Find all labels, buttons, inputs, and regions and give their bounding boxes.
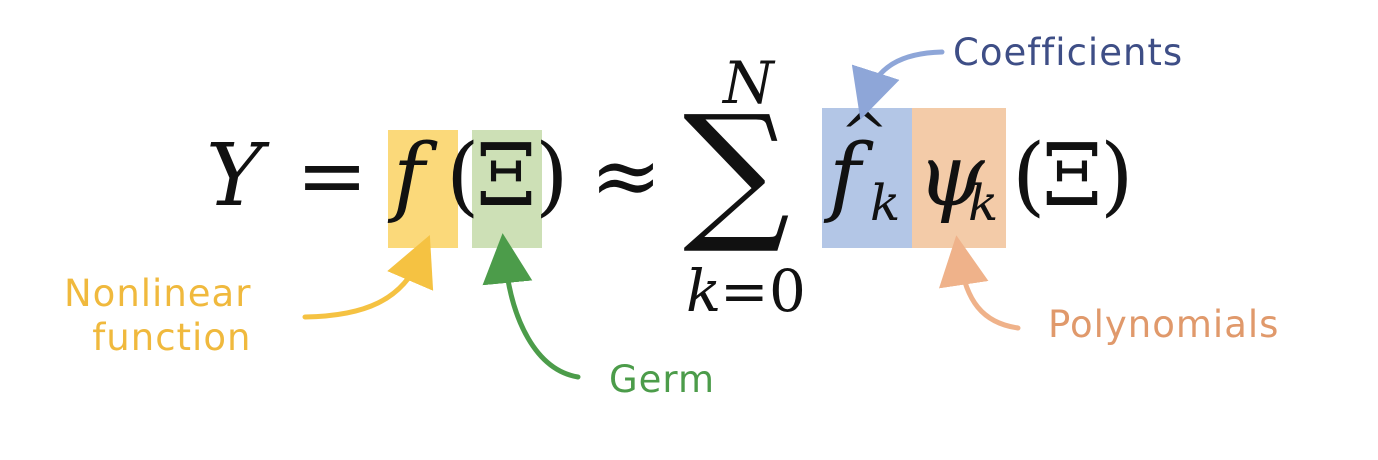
approx-sign: ≈ [590,126,663,226]
sum-lower-variable: k [686,257,722,325]
germ-arrow [482,233,581,380]
germ-symbol: Ξ [476,126,537,226]
polynomial-argument: Ξ [1042,126,1103,226]
polynomials-highlight [912,108,1006,248]
polynomial-close-paren: ) [1100,126,1134,226]
coefficient-subscript: k [870,174,901,232]
coefficient-symbol: f [829,126,861,226]
function-symbol: f [393,126,425,226]
open-paren: ( [446,126,480,226]
nonlinear-arrow [302,235,434,320]
sum-lower-value: 0 [769,257,806,325]
polynomial-open-paren: ( [1012,126,1046,226]
nonlinear-function-label: Nonlinear function [64,272,252,360]
coefficients-label: Coefficients [953,31,1184,74]
germ-label: Germ [609,358,716,401]
coefficients-highlight [822,108,912,248]
sum-upper-limit: N [723,49,774,117]
nonlinear-function-highlight [388,130,458,248]
sum-lower-equals: = [720,257,769,325]
lhs-variable: Y [206,126,263,226]
polynomials-label: Polynomials [1048,303,1280,346]
polynomial-symbol: ψ [917,126,985,226]
germ-highlight [472,130,542,248]
equals-sign: = [296,126,369,226]
close-paren: ) [535,126,569,226]
summation-symbol: ∑ [683,84,791,258]
polynomial-subscript: k [968,174,999,232]
polynomials-arrow [938,235,1021,331]
coefficients-arrow [851,49,945,120]
